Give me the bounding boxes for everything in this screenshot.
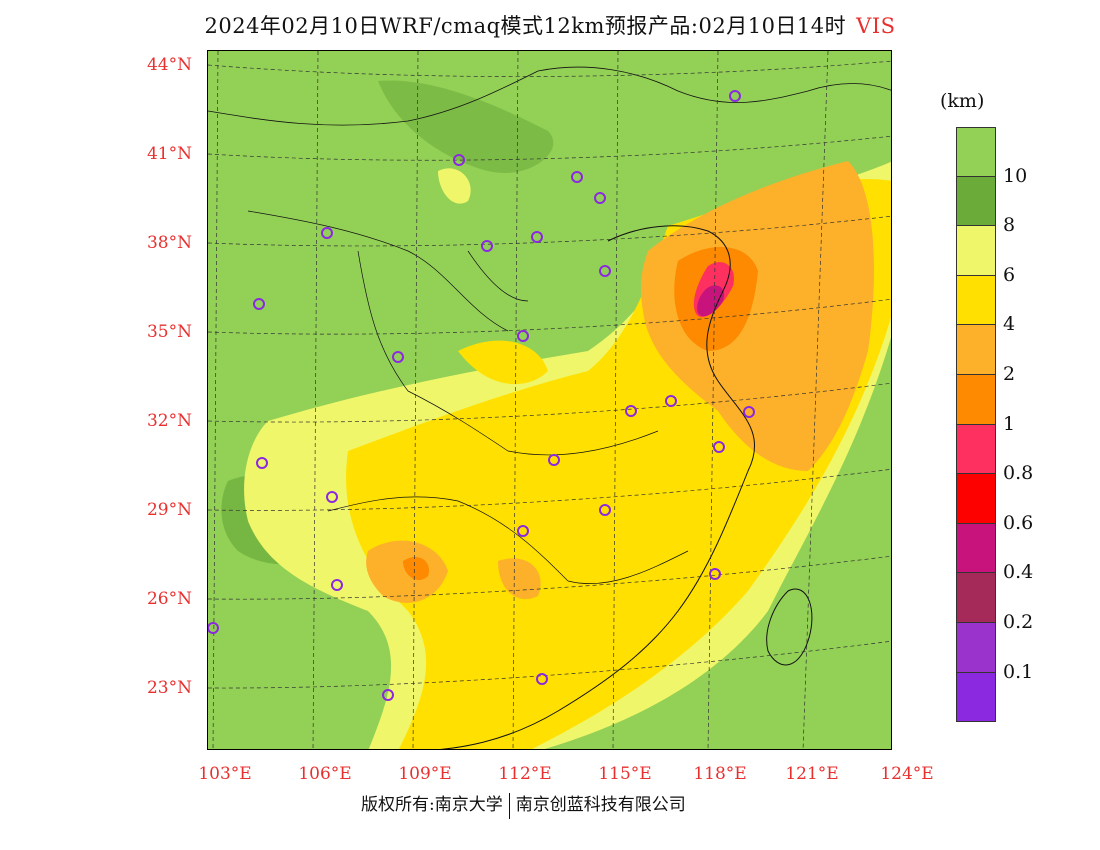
vis-6km-patch-north — [438, 168, 471, 204]
color-bar-segment — [956, 127, 996, 177]
province-borders — [247, 210, 689, 584]
city-marker — [517, 330, 529, 342]
city-marker — [531, 231, 543, 243]
city-marker — [453, 154, 465, 166]
vis-8km-patch-north — [378, 80, 554, 173]
vis-4km-patch-central — [458, 340, 548, 385]
lonline-121 — [802, 51, 829, 749]
latline-26 — [208, 555, 891, 600]
city-marker — [517, 525, 529, 537]
lonline-106 — [312, 51, 319, 749]
lat-label-35: 35°N — [146, 322, 192, 342]
color-bar-segment — [956, 474, 996, 524]
copyright-owner: 版权所有:南京大学 — [361, 795, 503, 815]
latline-35 — [208, 298, 891, 335]
color-bar-label: 8 — [1003, 214, 1016, 237]
color-bar-label: 0.6 — [1003, 511, 1034, 534]
city-marker — [326, 491, 338, 503]
lat-label-26: 26°N — [146, 589, 192, 609]
city-marker — [743, 406, 755, 418]
variable-name: VIS — [856, 14, 896, 38]
city-marker — [256, 457, 268, 469]
color-bar-segment — [956, 374, 996, 425]
city-marker — [709, 568, 721, 580]
lonline-118 — [707, 51, 719, 749]
lat-label-23: 23°N — [146, 678, 192, 698]
city-marker — [321, 227, 333, 239]
lon-label-124: 124°E — [880, 764, 934, 784]
footer-divider — [508, 792, 510, 819]
city-marker — [208, 622, 219, 634]
city-marker — [392, 351, 404, 363]
city-marker — [625, 405, 637, 417]
legend-unit: (km) — [940, 90, 985, 112]
vis-1km-patch-southwest — [403, 556, 429, 581]
lat-label-29: 29°N — [146, 500, 192, 520]
lonline-103 — [212, 51, 219, 749]
city-marker — [594, 192, 606, 204]
city-marker — [665, 395, 677, 407]
map-title-text: 2024年02月10日WRF/cmaq模式12km预报产品:02月10日14时 — [204, 14, 847, 38]
color-bar-segment — [956, 523, 996, 574]
lon-label-121: 121°E — [785, 764, 839, 784]
lat-label-44: 44°N — [146, 55, 192, 75]
color-bar-segment — [956, 275, 996, 326]
vis-2km-patch-south — [498, 558, 541, 600]
latline-44 — [208, 60, 891, 77]
color-bar-label: 0.2 — [1003, 611, 1034, 633]
copyright-footer: 版权所有:南京大学 南京创蓝科技有限公司 — [361, 790, 686, 819]
color-bar-label: 4 — [1003, 313, 1016, 336]
color-bar-label: 6 — [1003, 263, 1016, 286]
lonline-112 — [512, 51, 519, 749]
map-title: 2024年02月10日WRF/cmaq模式12km预报产品:02月10日14时 V… — [0, 10, 1100, 40]
color-bar — [956, 127, 996, 723]
color-bar-label: 10 — [1003, 164, 1028, 187]
color-bar-label: 1 — [1003, 412, 1016, 435]
lonline-115 — [612, 51, 619, 749]
latline-41 — [208, 135, 891, 161]
lon-label-112: 112°E — [498, 764, 552, 784]
city-marker — [548, 454, 560, 466]
color-bar-segment — [956, 573, 996, 623]
lat-label-41: 41°N — [146, 144, 192, 164]
lon-label-115: 115°E — [598, 764, 652, 784]
color-bar-label: 0.8 — [1003, 462, 1034, 485]
city-marker — [599, 265, 611, 277]
latline-32 — [208, 382, 891, 423]
map-canvas — [208, 51, 891, 749]
lat-label-38: 38°N — [146, 233, 192, 253]
latline-29 — [208, 468, 891, 511]
color-bar-label: 0.4 — [1003, 561, 1034, 584]
coastline — [439, 225, 755, 749]
vis-2km-region-east — [640, 161, 874, 471]
national-border — [208, 66, 891, 126]
city-marker — [713, 441, 725, 453]
color-bar-segment — [956, 622, 996, 673]
city-marker — [729, 90, 741, 102]
color-bar-segment — [956, 325, 996, 375]
lon-label-106: 106°E — [298, 764, 352, 784]
copyright-company: 南京创蓝科技有限公司 — [515, 795, 686, 815]
color-bar-label: 0.1 — [1003, 660, 1034, 683]
city-marker — [382, 689, 394, 701]
lon-label-118: 118°E — [693, 764, 747, 784]
city-marker — [571, 171, 583, 183]
city-marker — [253, 298, 265, 310]
city-markers — [208, 90, 755, 701]
city-marker — [599, 504, 611, 516]
color-bar-segment — [956, 424, 996, 475]
lat-label-32: 32°N — [146, 411, 192, 431]
lonline-109 — [412, 51, 419, 749]
lon-label-103: 103°E — [198, 764, 252, 784]
city-marker — [481, 240, 493, 252]
lon-label-109: 109°E — [398, 764, 452, 784]
color-bar-segment — [956, 176, 996, 227]
vis-0.4km-core — [697, 285, 725, 317]
color-bar-label: 2 — [1003, 363, 1016, 385]
color-bar-segment — [956, 672, 996, 723]
color-bar-segment — [956, 226, 996, 276]
city-marker — [331, 579, 343, 591]
city-marker — [536, 673, 548, 685]
forecast-map — [207, 50, 892, 750]
